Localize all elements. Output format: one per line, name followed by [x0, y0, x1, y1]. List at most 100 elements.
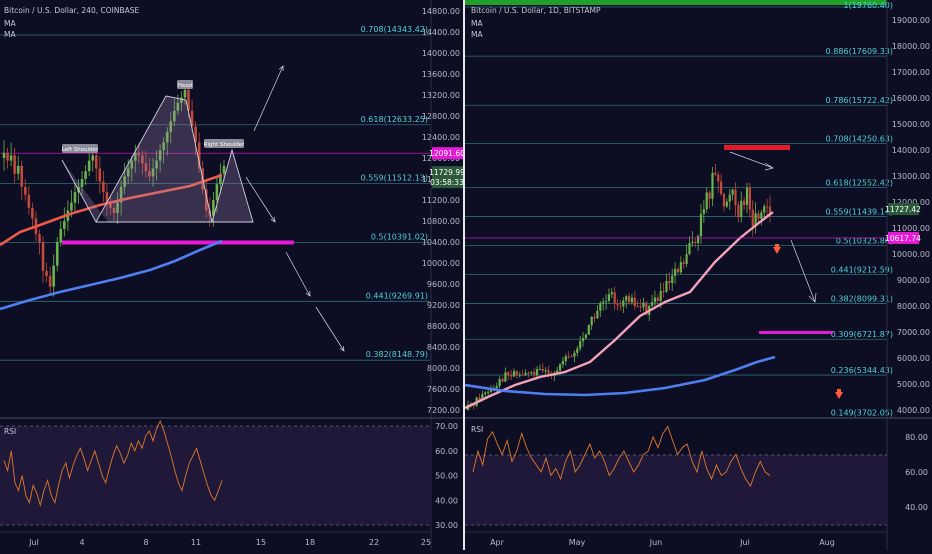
fib-label: 0.618(12552.42) — [826, 179, 893, 188]
candle-body — [158, 150, 162, 161]
candle-body — [576, 348, 579, 353]
indicator-ma-2[interactable]: MA — [471, 30, 483, 39]
candle-body — [84, 171, 87, 179]
ma-slow-line — [0, 239, 223, 311]
fib-label: 0.441(9269.91) — [366, 291, 428, 300]
candle-body — [495, 386, 498, 388]
candle-body — [768, 206, 772, 214]
price-tag-magenta-label: 10617.74 — [885, 234, 921, 243]
candle-body — [119, 186, 123, 203]
candle-body — [734, 189, 737, 205]
fib-label: 0.441(9212.59) — [831, 265, 893, 274]
x-tick-label: 25 — [421, 538, 431, 547]
rsi-tick-label: 40.00 — [435, 496, 458, 505]
candle-body — [757, 213, 760, 219]
fib-label: 0.382(8099.31) — [831, 294, 893, 303]
candle-body — [481, 394, 484, 401]
candle-body — [80, 179, 84, 187]
rsi-tick-label: 30.00 — [435, 521, 458, 530]
chart-canvas-1d[interactable]: 1(19760.40) 0.886(17609.33) 0.786(15722.42… — [464, 0, 932, 550]
candle-body — [16, 165, 20, 174]
price-tag-magenta — [888, 231, 919, 244]
candle-body — [659, 290, 662, 302]
candle-body — [688, 243, 691, 255]
candle-body — [627, 296, 631, 303]
x-tick-label: Jul — [28, 538, 39, 547]
resistance-zone — [724, 145, 790, 150]
candle-body — [183, 89, 187, 98]
chart-panel-4h[interactable]: 0.708(14343.42) 0.618(12633.25) 0.559(1151… — [0, 0, 465, 550]
candle-body — [165, 131, 169, 143]
candle-body — [766, 206, 769, 208]
candle-body — [518, 374, 521, 376]
candle-body — [593, 316, 596, 319]
candle-body — [613, 292, 616, 304]
pattern-label-bg — [62, 144, 98, 153]
panel-divider[interactable] — [463, 0, 465, 550]
y-tick-label: 8800.00 — [427, 322, 460, 331]
candle-body — [27, 194, 31, 208]
ma-fast-line — [464, 211, 774, 410]
candle-body — [109, 202, 112, 208]
y-tick-label: 13200.00 — [422, 91, 460, 100]
candle-body — [45, 270, 48, 277]
candle-body — [105, 192, 109, 203]
trend-arrow — [729, 151, 774, 171]
arrow-head — [270, 216, 276, 223]
candle-body — [6, 152, 9, 161]
x-tick-label: Jun — [649, 538, 663, 547]
countdown-label: 03:58:33 — [430, 178, 463, 187]
indicator-ma-1[interactable]: MA — [4, 19, 16, 28]
fib-label: 0.708(14250.63) — [826, 134, 893, 143]
candle-body — [173, 110, 176, 122]
candle-body — [619, 305, 622, 307]
candle-body — [547, 370, 550, 374]
indicator-ma-2[interactable]: MA — [4, 30, 16, 39]
candle-body — [754, 213, 757, 227]
rsi-line — [3, 419, 223, 507]
candle-body — [610, 292, 613, 295]
candle-body — [558, 364, 562, 371]
candle-body — [728, 194, 731, 202]
candle-body — [169, 121, 173, 132]
rsi-tick-label: 80.00 — [905, 433, 928, 442]
candle-body — [144, 163, 148, 172]
candle-body — [130, 160, 134, 169]
candle-body — [23, 186, 27, 195]
target-zone — [759, 331, 833, 334]
x-tick-label: 15 — [256, 538, 266, 547]
candle-body — [737, 204, 740, 218]
candle-body — [590, 316, 593, 326]
candle-body — [141, 155, 144, 164]
candle-body — [2, 152, 6, 158]
candle-body — [696, 236, 700, 243]
candle-body — [222, 165, 226, 174]
candle-body — [751, 209, 754, 227]
candle-body — [219, 173, 222, 185]
candle-body — [665, 281, 668, 292]
candle-body — [645, 302, 648, 315]
chart-panel-1d[interactable]: 1(19760.40) 0.886(17609.33) 0.786(15722.42… — [464, 0, 932, 550]
candle-body — [155, 160, 158, 169]
rsi-label: RSI — [4, 427, 16, 436]
candle-body — [162, 142, 165, 151]
fib-label: 0.149(3702.05) — [831, 409, 893, 418]
candle-body — [602, 301, 605, 304]
candle-body — [215, 184, 219, 200]
candle-body — [197, 142, 201, 169]
candle-body — [650, 302, 654, 306]
indicator-ma-1[interactable]: MA — [471, 19, 483, 28]
y-tick-label: 13600.00 — [422, 70, 460, 79]
candle-body — [567, 356, 570, 358]
candle-body — [633, 297, 636, 307]
support-zone — [62, 240, 294, 245]
candle-body — [699, 213, 703, 237]
price-tag-magenta — [432, 147, 463, 160]
candle-body — [102, 181, 105, 193]
candle-body — [501, 379, 504, 382]
x-tick-label: 8 — [143, 538, 148, 547]
candle-body — [630, 297, 634, 303]
chart-canvas-4h[interactable]: 0.708(14343.42) 0.618(12633.25) 0.559(1151… — [0, 0, 465, 550]
rsi-tick-label: 50.00 — [435, 472, 458, 481]
x-tick-label: 4 — [79, 538, 84, 547]
